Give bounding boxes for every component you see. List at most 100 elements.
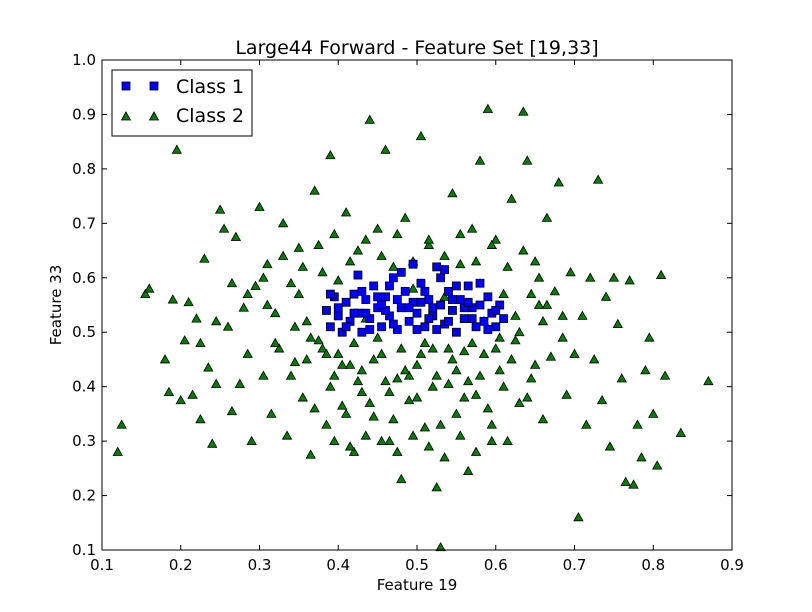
class-2-point	[648, 408, 659, 418]
class-1-point	[349, 308, 359, 318]
class-2-point	[466, 223, 478, 233]
class-2-point	[411, 392, 423, 402]
x-tick-label: 0.7	[563, 556, 587, 574]
class-2-point	[439, 452, 450, 462]
class-2-point	[573, 512, 584, 522]
y-tick-label: 0.6	[72, 269, 96, 287]
class-1-point	[385, 281, 394, 291]
class-1-point	[325, 289, 335, 299]
class-2-point	[703, 375, 714, 386]
class-1-point	[349, 289, 359, 299]
class-1-point	[459, 314, 469, 324]
class-2-point	[360, 430, 371, 440]
class-2-point	[407, 283, 419, 293]
class-2-point	[537, 414, 549, 424]
class-1-point	[479, 316, 489, 326]
x-tick-label: 0.8	[641, 556, 665, 574]
class-1-point	[432, 325, 442, 334]
class-1-point	[322, 306, 331, 315]
class-2-point	[526, 373, 537, 383]
class-1-point	[436, 300, 446, 310]
class-2-point	[329, 228, 340, 239]
class-2-point	[384, 435, 395, 446]
class-2-point	[175, 394, 186, 405]
class-2-point	[222, 321, 234, 331]
class-2-point	[565, 267, 576, 277]
class-1-point	[377, 322, 386, 332]
class-2-point	[281, 430, 293, 440]
class-2-point	[380, 144, 391, 154]
class-2-point	[604, 441, 616, 451]
legend-label-class-1: Class 1	[176, 76, 244, 98]
class-2-point	[329, 435, 340, 446]
class-2-point	[427, 343, 438, 353]
class-2-point	[344, 256, 356, 266]
class-1-point	[396, 267, 406, 277]
class-1-point	[369, 281, 379, 291]
y-tick-label: 0.4	[72, 378, 96, 396]
class-2-point	[242, 288, 253, 299]
class-2-point	[514, 397, 525, 407]
class-2-point	[443, 378, 454, 388]
class-2-point	[337, 400, 348, 410]
class-2-point	[368, 411, 379, 421]
class-2-point	[506, 193, 517, 203]
class-2-point	[344, 359, 356, 369]
class-2-point	[289, 321, 301, 331]
class-2-point	[415, 348, 427, 358]
class-2-point	[419, 337, 431, 348]
class-2-point	[317, 267, 328, 277]
class-2-point	[396, 473, 407, 484]
class-2-point	[510, 310, 521, 320]
class-2-point	[608, 272, 620, 282]
class-2-point	[577, 310, 588, 320]
class-2-point	[451, 408, 462, 418]
class-2-point	[262, 258, 273, 269]
class-2-point	[317, 343, 328, 353]
class-2-point	[348, 337, 360, 348]
class-2-point	[195, 414, 206, 424]
class-2-point	[455, 228, 466, 239]
class-2-point	[218, 223, 230, 233]
points-layer	[112, 103, 714, 552]
x-tick-label: 0.5	[405, 556, 429, 574]
class-2-point	[230, 231, 242, 241]
class-2-point	[238, 302, 249, 312]
class-1-point	[432, 262, 442, 272]
y-tick-label: 0.9	[72, 105, 96, 123]
class-2-point	[553, 177, 564, 187]
class-2-point	[337, 359, 348, 369]
class-2-point	[340, 408, 352, 418]
class-2-point	[199, 253, 210, 263]
legend-triangle-marker	[120, 111, 132, 121]
x-tick-label: 0.3	[248, 556, 272, 574]
x-tick-label: 0.4	[326, 556, 350, 574]
y-tick-label: 0.8	[72, 160, 96, 178]
class-2-point	[360, 234, 371, 244]
class-1-point	[404, 303, 414, 313]
class-2-point	[333, 275, 344, 285]
class-2-point	[655, 269, 667, 279]
x-tick-label: 0.1	[90, 556, 114, 574]
class-2-point	[163, 386, 175, 397]
class-2-point	[529, 359, 541, 369]
class-1-point	[483, 325, 493, 334]
legend-marker-class-2	[120, 111, 160, 121]
class-2-point	[167, 294, 179, 304]
class-2-point	[502, 435, 513, 446]
class-2-point	[557, 310, 568, 320]
class-2-point	[616, 373, 627, 383]
class-1-point	[455, 295, 465, 304]
class-1-point	[471, 322, 481, 332]
class-1-point	[451, 281, 461, 291]
class-2-point	[596, 394, 608, 405]
class-2-point	[159, 354, 171, 364]
class-2-point	[258, 370, 269, 380]
class-2-point	[258, 272, 269, 282]
class-2-point	[612, 318, 623, 328]
class-2-point	[140, 288, 151, 299]
class-1-point	[448, 306, 457, 315]
class-1-point	[392, 295, 402, 304]
class-2-point	[600, 291, 612, 301]
